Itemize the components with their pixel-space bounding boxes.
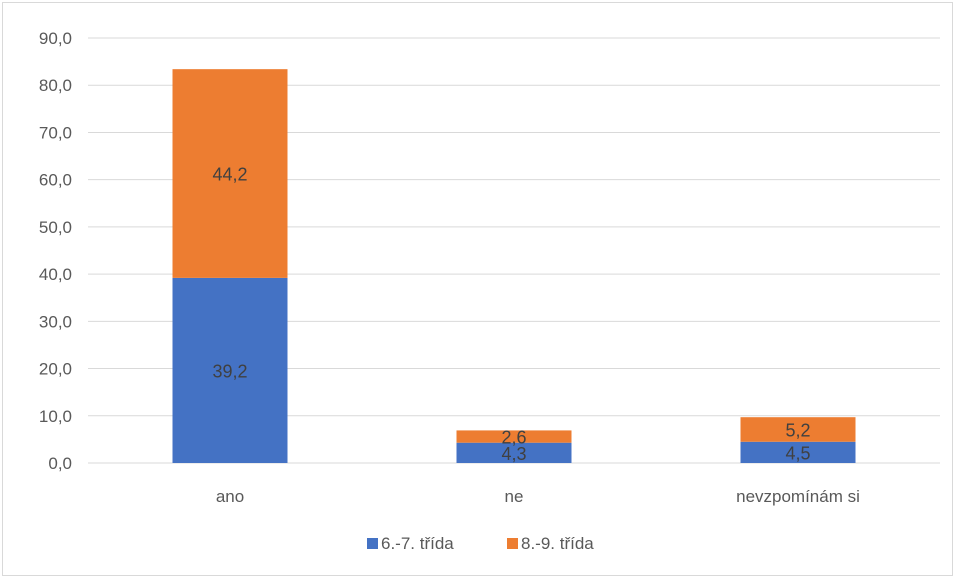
legend-swatch (507, 538, 518, 549)
x-category-label: ne (505, 487, 524, 506)
legend-label: 6.-7. třída (381, 534, 454, 553)
bar-segment (172, 277, 288, 463)
legend-swatch (367, 538, 378, 549)
bar-segment (740, 441, 856, 463)
data-labels: 39,2 44,2 4,32,6 4,5 5,2 (212, 165, 810, 464)
data-label: 44,2 (212, 165, 247, 185)
bar-segment (740, 417, 856, 442)
bar-segment (456, 430, 572, 443)
x-axis-categories: ano ne nevzpomínám si (216, 487, 860, 506)
y-tick-label: 90,0 (39, 29, 72, 48)
y-tick-label: 30,0 (39, 312, 72, 331)
y-tick-label: 60,0 (39, 171, 72, 190)
data-label: 39,2 (212, 361, 247, 381)
legend-label: 8.-9. třída (521, 534, 594, 553)
y-tick-label: 20,0 (39, 360, 72, 379)
y-tick-label: 0,0 (48, 454, 72, 473)
legend: 6.-7. třída 8.-9. třída (367, 534, 594, 553)
x-category-label: ano (216, 487, 244, 506)
bar-segment (172, 69, 288, 278)
y-tick-label: 50,0 (39, 218, 72, 237)
bars (172, 69, 856, 463)
y-tick-label: 40,0 (39, 265, 72, 284)
data-label: 4,3 (501, 444, 526, 464)
y-tick-label: 80,0 (39, 76, 72, 95)
y-tick-label: 70,0 (39, 123, 72, 142)
data-label: 4,5 (785, 443, 810, 463)
x-category-label: nevzpomínám si (736, 487, 860, 506)
bar-segment (456, 442, 572, 463)
y-axis-ticks: 0,0 10,0 20,0 30,0 40,0 50,0 60,0 70,0 80,0 90,0 (39, 29, 72, 473)
data-label: 5,2 (785, 420, 810, 440)
y-tick-label: 10,0 (39, 407, 72, 426)
data-label: 2,6 (501, 428, 526, 448)
